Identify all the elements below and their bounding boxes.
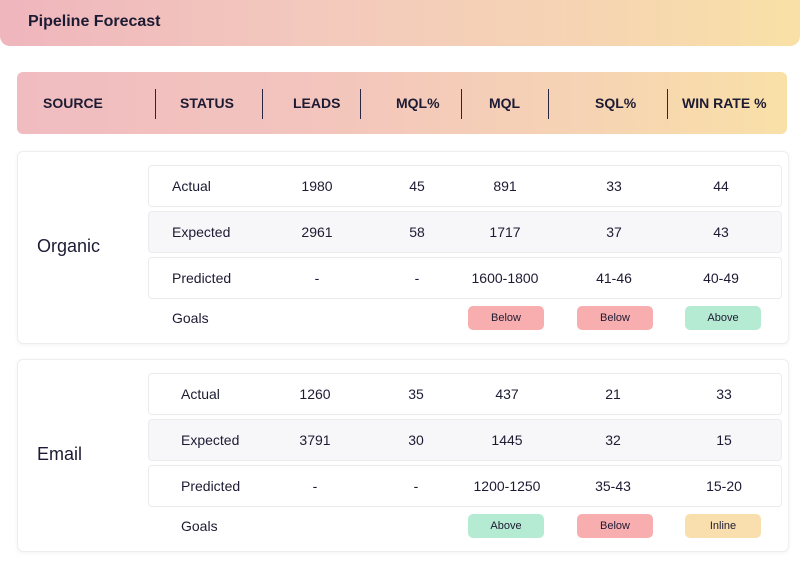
leads-cell: - (314, 270, 320, 286)
table-row[interactable]: Actual 1260 35 437 21 33 (148, 373, 782, 415)
status-cell: Expected (172, 224, 231, 240)
goals-label: Goals (181, 518, 218, 534)
mql-cell: 1445 (491, 432, 523, 448)
leads-cell: 2961 (301, 224, 333, 240)
table-row[interactable]: Expected 2961 58 1717 37 43 (148, 211, 782, 253)
mql-pct-cell: 45 (409, 178, 425, 194)
goal-badge-sql-pct: Below (577, 306, 653, 330)
leads-cell: 1260 (299, 386, 331, 402)
column-header-status[interactable]: STATUS (180, 95, 234, 111)
leads-cell: - (312, 478, 318, 494)
win-rate-cell: 15 (716, 432, 732, 448)
mql-cell: 1600-1800 (471, 270, 539, 286)
column-divider (262, 89, 263, 119)
goals-label: Goals (172, 310, 209, 326)
sql-pct-cell: 37 (606, 224, 622, 240)
page-title: Pipeline Forecast (28, 13, 161, 30)
sql-pct-cell: 35-43 (595, 478, 631, 494)
column-header-mql[interactable]: MQL (489, 95, 521, 111)
table-row[interactable]: Predicted - - 1600-1800 41-46 40-49 (148, 257, 782, 299)
goal-badge-sql-pct: Below (577, 514, 653, 538)
mql-pct-cell: 58 (409, 224, 425, 240)
leads-cell: 1980 (301, 178, 333, 194)
column-divider (667, 89, 668, 119)
win-rate-cell: 40-49 (703, 270, 739, 286)
goal-badge-mql: Below (468, 306, 544, 330)
column-divider (360, 89, 361, 119)
column-header-win-rate[interactable]: WIN RATE % (682, 95, 767, 111)
title-bar: Pipeline Forecast (0, 0, 800, 46)
status-cell: Predicted (181, 478, 241, 494)
goal-badge-mql: Above (468, 514, 544, 538)
sql-pct-cell: 21 (605, 386, 621, 402)
sql-pct-cell: 33 (606, 178, 622, 194)
status-cell: Expected (181, 432, 240, 448)
source-label: Organic (37, 236, 101, 256)
table-row[interactable]: Predicted - - 1200-1250 35-43 15-20 (148, 465, 782, 507)
goal-badge-win-rate: Inline (685, 514, 761, 538)
status-cell: Predicted (172, 270, 232, 286)
section-organic: Organic Actual 1980 45 891 33 44 Expecte… (17, 151, 789, 344)
goal-badge-win-rate: Above (685, 306, 761, 330)
mql-pct-cell: - (413, 478, 419, 494)
table-header: SOURCE STATUS LEADS MQL% MQL SQL% WIN RA… (17, 72, 787, 134)
mql-cell: 1717 (489, 224, 521, 240)
status-cell: Actual (172, 178, 211, 194)
status-cell: Actual (181, 386, 220, 402)
leads-cell: 3791 (299, 432, 331, 448)
section-email: Email Actual 1260 35 437 21 33 Expected … (17, 359, 789, 552)
source-label: Email (37, 444, 83, 464)
win-rate-cell: 33 (716, 386, 732, 402)
column-divider (548, 89, 549, 119)
mql-cell: 1200-1250 (473, 478, 541, 494)
column-header-source[interactable]: SOURCE (43, 95, 103, 111)
column-header-sql-pct[interactable]: SQL% (595, 95, 637, 111)
table-row[interactable]: Actual 1980 45 891 33 44 (148, 165, 782, 207)
win-rate-cell: 44 (713, 178, 729, 194)
win-rate-cell: 43 (713, 224, 729, 240)
column-divider (461, 89, 462, 119)
sql-pct-cell: 41-46 (596, 270, 632, 286)
mql-cell: 891 (493, 178, 517, 194)
column-header-mql-pct[interactable]: MQL% (396, 95, 440, 111)
sql-pct-cell: 32 (605, 432, 621, 448)
column-header-leads[interactable]: LEADS (293, 95, 341, 111)
win-rate-cell: 15-20 (706, 478, 742, 494)
column-divider (155, 89, 156, 119)
mql-cell: 437 (495, 386, 519, 402)
mql-pct-cell: 30 (408, 432, 424, 448)
table-row[interactable]: Expected 3791 30 1445 32 15 (148, 419, 782, 461)
mql-pct-cell: 35 (408, 386, 424, 402)
mql-pct-cell: - (414, 270, 420, 286)
